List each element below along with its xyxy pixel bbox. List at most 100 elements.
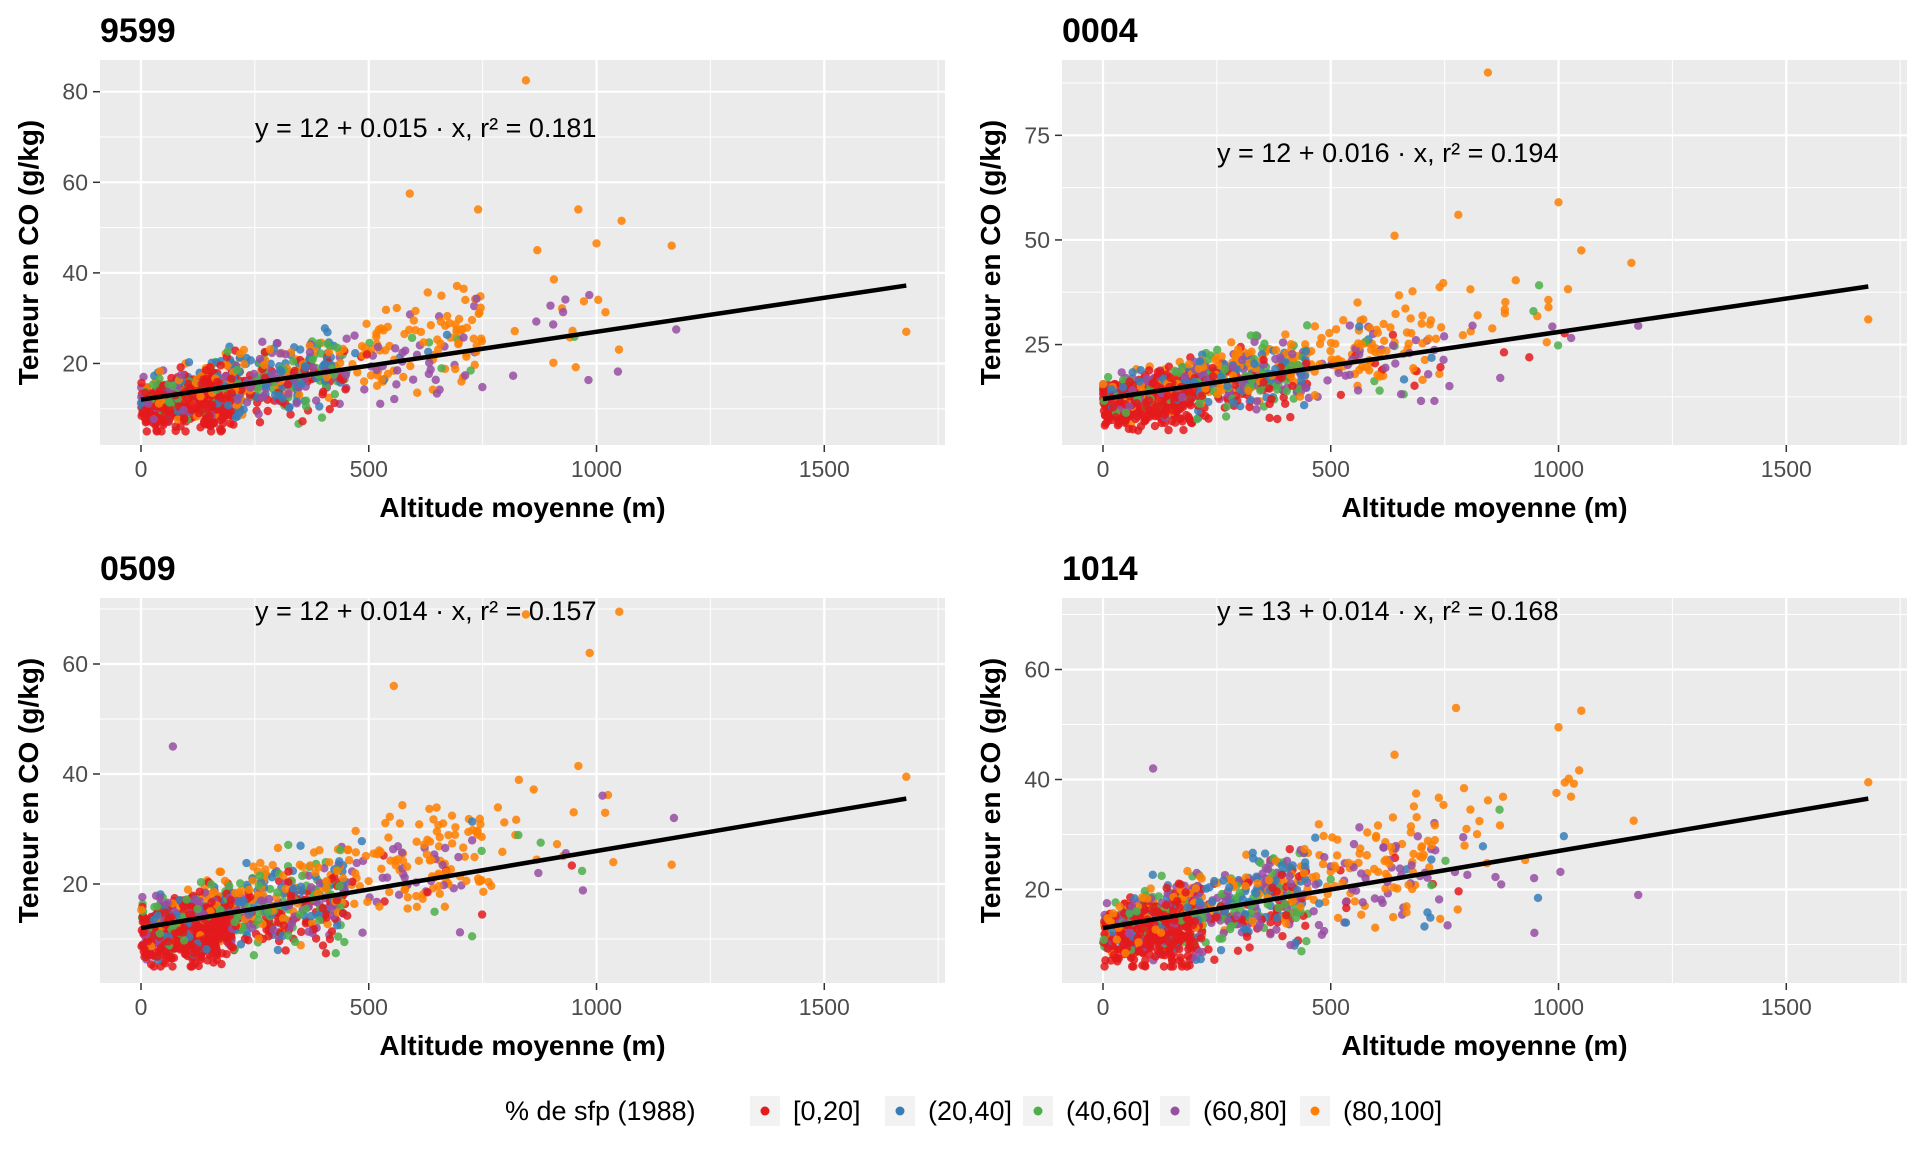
point [322, 913, 331, 922]
point [1121, 416, 1130, 426]
point [240, 360, 249, 369]
y-axis-title: Teneur en CO (g/kg) [13, 120, 44, 386]
point [308, 355, 317, 364]
point [323, 339, 332, 349]
x-tick-label: 0 [1097, 994, 1110, 1020]
point [1310, 322, 1320, 331]
point [1379, 843, 1388, 852]
point [470, 301, 479, 311]
point [476, 820, 485, 829]
point [372, 381, 382, 390]
point [1256, 386, 1265, 395]
point [1627, 258, 1636, 268]
point [1272, 385, 1282, 394]
point [184, 358, 194, 367]
point [1222, 402, 1232, 411]
point [1301, 383, 1310, 392]
point [1411, 789, 1421, 798]
point [510, 326, 519, 336]
point [284, 389, 293, 398]
point [1391, 309, 1400, 319]
point [430, 907, 439, 916]
point [221, 932, 231, 942]
point [1255, 919, 1265, 929]
point [1634, 890, 1643, 900]
point [355, 882, 365, 891]
point [500, 818, 509, 827]
point [1098, 389, 1108, 399]
point [223, 347, 232, 356]
point [1427, 881, 1436, 890]
point [1390, 750, 1399, 759]
point [376, 847, 385, 857]
point [1377, 895, 1386, 904]
point [1300, 844, 1309, 854]
point [1135, 946, 1144, 956]
point [385, 887, 394, 897]
point [1136, 422, 1146, 431]
point [1288, 861, 1297, 870]
point [1357, 340, 1366, 349]
point [170, 937, 180, 946]
point [1271, 346, 1281, 355]
point [1171, 393, 1181, 403]
point [1277, 373, 1286, 382]
point [552, 839, 562, 849]
point [1112, 935, 1122, 944]
point [1427, 353, 1436, 362]
point [1349, 839, 1359, 849]
point [322, 877, 331, 886]
point [273, 843, 283, 853]
point [1286, 879, 1296, 888]
point [340, 937, 349, 947]
point [902, 772, 911, 781]
point [1488, 324, 1497, 333]
point [1350, 897, 1360, 906]
legend-item: [0,20] [750, 1096, 861, 1126]
point [378, 873, 387, 882]
x-tick-label: 1000 [1533, 994, 1584, 1020]
point [167, 913, 176, 922]
point [578, 886, 588, 895]
point [290, 937, 300, 947]
point [1162, 883, 1171, 893]
point [1286, 412, 1295, 422]
point [459, 284, 468, 293]
point [477, 337, 487, 346]
point [148, 380, 158, 389]
point [429, 815, 438, 824]
point [1388, 912, 1398, 922]
point [462, 876, 471, 886]
point [164, 416, 173, 426]
point [351, 826, 360, 836]
point [1435, 369, 1444, 379]
point [297, 380, 306, 389]
point [1386, 323, 1395, 332]
point [1566, 333, 1576, 343]
point [1341, 918, 1351, 927]
point [1483, 796, 1493, 805]
point [1430, 396, 1439, 406]
panel-title: 9599 [100, 12, 176, 50]
point [1143, 940, 1152, 950]
point [206, 907, 215, 916]
point [256, 858, 265, 868]
point [311, 396, 321, 405]
point [1394, 291, 1404, 300]
point [1407, 861, 1416, 870]
point [1271, 856, 1281, 866]
legend-items: [0,20] (20,40] (40,60] (60,80] (80,100] [750, 1096, 1442, 1126]
legend-item: (60,80] [1160, 1096, 1287, 1126]
point [1150, 403, 1160, 412]
point [1111, 413, 1120, 422]
point [1577, 706, 1586, 715]
point [1317, 333, 1326, 343]
point [667, 860, 676, 869]
point [461, 295, 470, 305]
point [332, 866, 342, 876]
point [1373, 328, 1383, 338]
point [351, 869, 360, 878]
point [1288, 896, 1298, 905]
point [175, 896, 184, 905]
point [1301, 347, 1311, 356]
